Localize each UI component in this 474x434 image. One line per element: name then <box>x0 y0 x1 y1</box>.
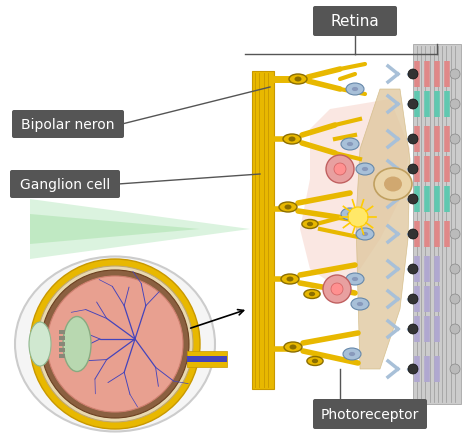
Bar <box>59 330 65 334</box>
Circle shape <box>450 230 460 240</box>
Polygon shape <box>300 100 410 289</box>
Text: Bipolar neron: Bipolar neron <box>21 118 115 132</box>
Ellipse shape <box>307 357 323 366</box>
Circle shape <box>408 230 418 240</box>
Circle shape <box>450 70 460 80</box>
Circle shape <box>334 164 346 176</box>
Ellipse shape <box>357 302 363 306</box>
Bar <box>59 330 65 334</box>
Circle shape <box>450 364 460 374</box>
FancyBboxPatch shape <box>313 7 397 37</box>
Ellipse shape <box>362 168 368 172</box>
Ellipse shape <box>302 220 318 229</box>
Ellipse shape <box>289 137 295 142</box>
Circle shape <box>326 156 354 184</box>
Ellipse shape <box>346 84 364 96</box>
Polygon shape <box>356 90 410 369</box>
Circle shape <box>331 283 343 295</box>
Text: Ganglion cell: Ganglion cell <box>20 178 110 191</box>
Circle shape <box>450 164 460 174</box>
Circle shape <box>408 324 418 334</box>
Circle shape <box>408 100 418 110</box>
Ellipse shape <box>384 177 402 192</box>
Ellipse shape <box>341 139 359 151</box>
Ellipse shape <box>309 292 315 296</box>
Ellipse shape <box>63 317 91 372</box>
Circle shape <box>450 264 460 274</box>
Ellipse shape <box>29 322 51 366</box>
Text: Photoreceptor: Photoreceptor <box>321 407 419 421</box>
Bar <box>59 348 65 352</box>
Circle shape <box>41 270 189 418</box>
FancyBboxPatch shape <box>313 399 427 429</box>
Ellipse shape <box>15 257 215 431</box>
Ellipse shape <box>307 222 313 227</box>
Bar <box>59 336 65 340</box>
Bar <box>187 356 227 362</box>
Bar <box>187 351 227 367</box>
Circle shape <box>450 194 460 204</box>
Ellipse shape <box>356 164 374 176</box>
Polygon shape <box>30 214 200 244</box>
Circle shape <box>408 194 418 204</box>
Ellipse shape <box>290 345 297 350</box>
Ellipse shape <box>289 75 307 85</box>
Ellipse shape <box>362 232 368 237</box>
Ellipse shape <box>347 143 353 147</box>
Ellipse shape <box>304 290 320 299</box>
Circle shape <box>323 275 351 303</box>
Bar <box>59 354 65 358</box>
Bar <box>59 354 65 358</box>
Circle shape <box>408 70 418 80</box>
Ellipse shape <box>284 205 292 210</box>
Ellipse shape <box>294 77 301 82</box>
Ellipse shape <box>343 348 361 360</box>
Ellipse shape <box>281 274 299 284</box>
FancyBboxPatch shape <box>10 171 120 198</box>
Circle shape <box>450 324 460 334</box>
Ellipse shape <box>346 273 364 285</box>
FancyBboxPatch shape <box>12 111 124 139</box>
Circle shape <box>348 207 368 227</box>
Ellipse shape <box>349 352 355 356</box>
Bar <box>59 342 65 346</box>
Ellipse shape <box>283 135 301 145</box>
Ellipse shape <box>312 359 318 363</box>
Circle shape <box>408 264 418 274</box>
Ellipse shape <box>284 342 302 352</box>
Ellipse shape <box>356 228 374 240</box>
Circle shape <box>408 135 418 145</box>
Circle shape <box>408 164 418 174</box>
Bar <box>252 72 274 389</box>
Circle shape <box>408 364 418 374</box>
Circle shape <box>450 294 460 304</box>
Circle shape <box>37 266 193 422</box>
Polygon shape <box>30 200 250 260</box>
Circle shape <box>408 294 418 304</box>
Circle shape <box>30 260 200 429</box>
Text: Retina: Retina <box>331 14 379 30</box>
Ellipse shape <box>341 208 359 220</box>
Ellipse shape <box>352 277 358 282</box>
Ellipse shape <box>352 88 358 92</box>
Bar <box>59 348 65 352</box>
Circle shape <box>450 100 460 110</box>
Circle shape <box>47 276 183 412</box>
Ellipse shape <box>347 212 353 217</box>
Bar <box>59 342 65 346</box>
Bar <box>59 336 65 340</box>
Ellipse shape <box>286 277 293 282</box>
Ellipse shape <box>374 169 412 201</box>
Ellipse shape <box>279 203 297 213</box>
Ellipse shape <box>351 298 369 310</box>
Circle shape <box>450 135 460 145</box>
Bar <box>413 45 461 404</box>
